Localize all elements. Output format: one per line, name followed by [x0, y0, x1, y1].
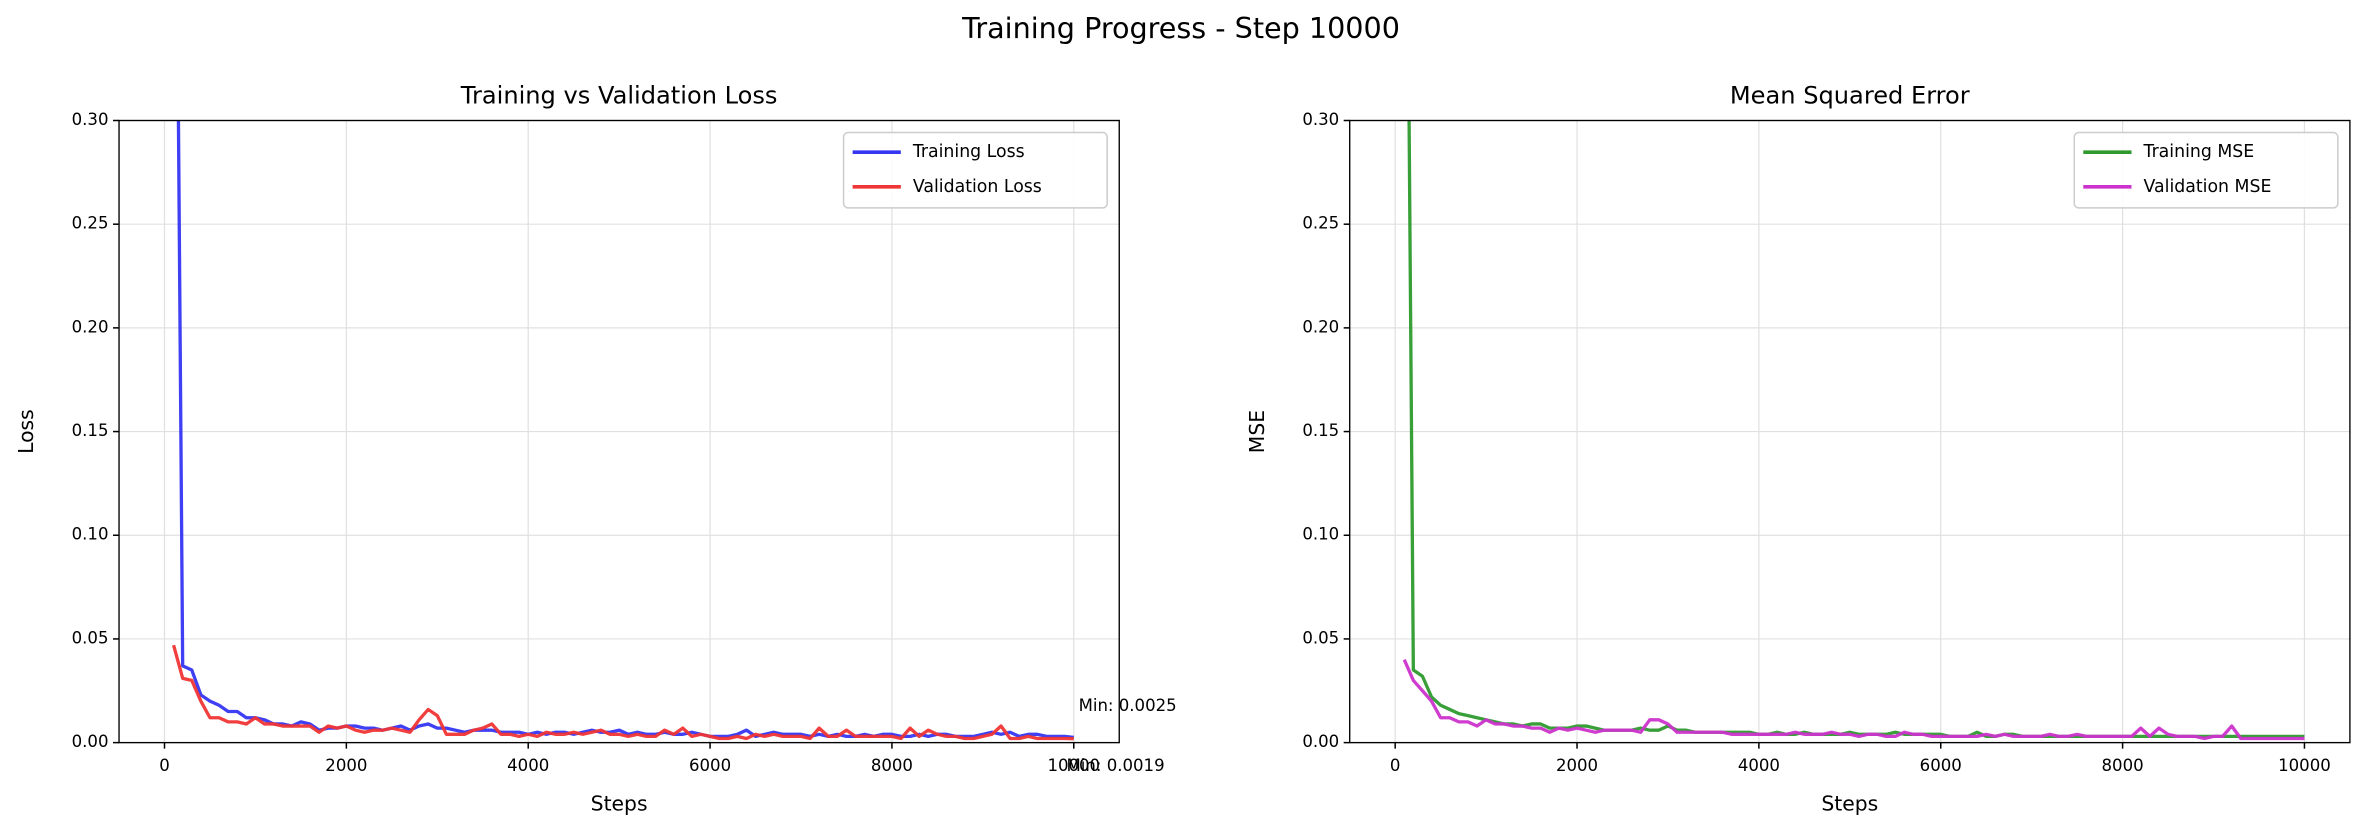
plot-lines: [1402, 120, 2305, 741]
y-tick-label: 0.20: [1302, 317, 1339, 336]
x-tick-label: 2000: [1556, 756, 1598, 775]
legend-box: [2073, 131, 2339, 209]
y-tick-label: 0.25: [72, 214, 109, 233]
x-tick-label: 8000: [2102, 756, 2144, 775]
y-tick-label: 0.05: [72, 628, 109, 647]
plot-frame: [118, 119, 1120, 744]
annotation: Min: 0.0025: [1079, 696, 1177, 715]
x-tick-label: 0: [1390, 756, 1401, 775]
subplot: 0 2000 4000 6000 8000 10000 0.00 0.05 0.10 0.15 0.…: [14, 81, 1177, 815]
annotation: Min: 0.0019: [1067, 756, 1165, 775]
legend-label: Training MSE: [2143, 142, 2255, 162]
y-tick-label: 0.10: [1302, 525, 1339, 544]
series-line: [1407, 120, 2305, 739]
x-tick-label: 8000: [871, 756, 913, 775]
x-tick-label: 4000: [1738, 756, 1780, 775]
y-tick-label: 0.00: [1302, 732, 1339, 751]
subplot-title: Training vs Validation Loss: [460, 81, 778, 109]
y-tick-label: 0.30: [72, 110, 109, 129]
y-tick-label: 0.10: [72, 525, 109, 544]
x-tick-label: 10000: [1047, 756, 1100, 775]
series-line: [171, 644, 1074, 741]
y-tick-label: 0.05: [1302, 628, 1339, 647]
y-tick-label: 0.20: [72, 317, 109, 336]
plot-lines: [171, 120, 1074, 741]
figure-title: Training Progress - Step 10000: [961, 11, 1400, 45]
legend-label: Training Loss: [912, 142, 1025, 162]
x-tick-label: 6000: [689, 756, 731, 775]
legend: Training MSE Validation MSE: [2073, 131, 2339, 209]
legend: Training Loss Validation Loss: [842, 131, 1108, 209]
x-axis-label: Steps: [591, 791, 648, 815]
y-tick-label: 0.25: [1302, 214, 1339, 233]
y-tick-label: 0.15: [72, 421, 109, 440]
x-tick-label: 0: [159, 756, 170, 775]
x-tick-label: 6000: [1920, 756, 1962, 775]
series-line: [1402, 659, 2305, 741]
series-line: [176, 120, 1074, 740]
y-tick-label: 0.15: [1302, 421, 1339, 440]
y-axis-label: Loss: [14, 409, 38, 454]
x-tick-label: 4000: [507, 756, 549, 775]
x-axis-label: Steps: [1821, 791, 1878, 815]
legend-box: [842, 131, 1108, 209]
plot-frame: [1349, 119, 2351, 744]
subplot-title: Mean Squared Error: [1730, 81, 1970, 109]
subplot: 0 2000 4000 6000 8000 10000 0.00 0.05 0.10 0.15 0.…: [1245, 81, 2351, 815]
y-axis-label: MSE: [1245, 410, 1269, 453]
legend-label: Validation MSE: [2144, 177, 2272, 197]
y-tick-label: 0.00: [72, 732, 109, 751]
x-tick-label: 10000: [2278, 756, 2331, 775]
x-tick-label: 2000: [325, 756, 367, 775]
y-tick-label: 0.30: [1302, 110, 1339, 129]
legend-label: Validation Loss: [913, 177, 1042, 197]
